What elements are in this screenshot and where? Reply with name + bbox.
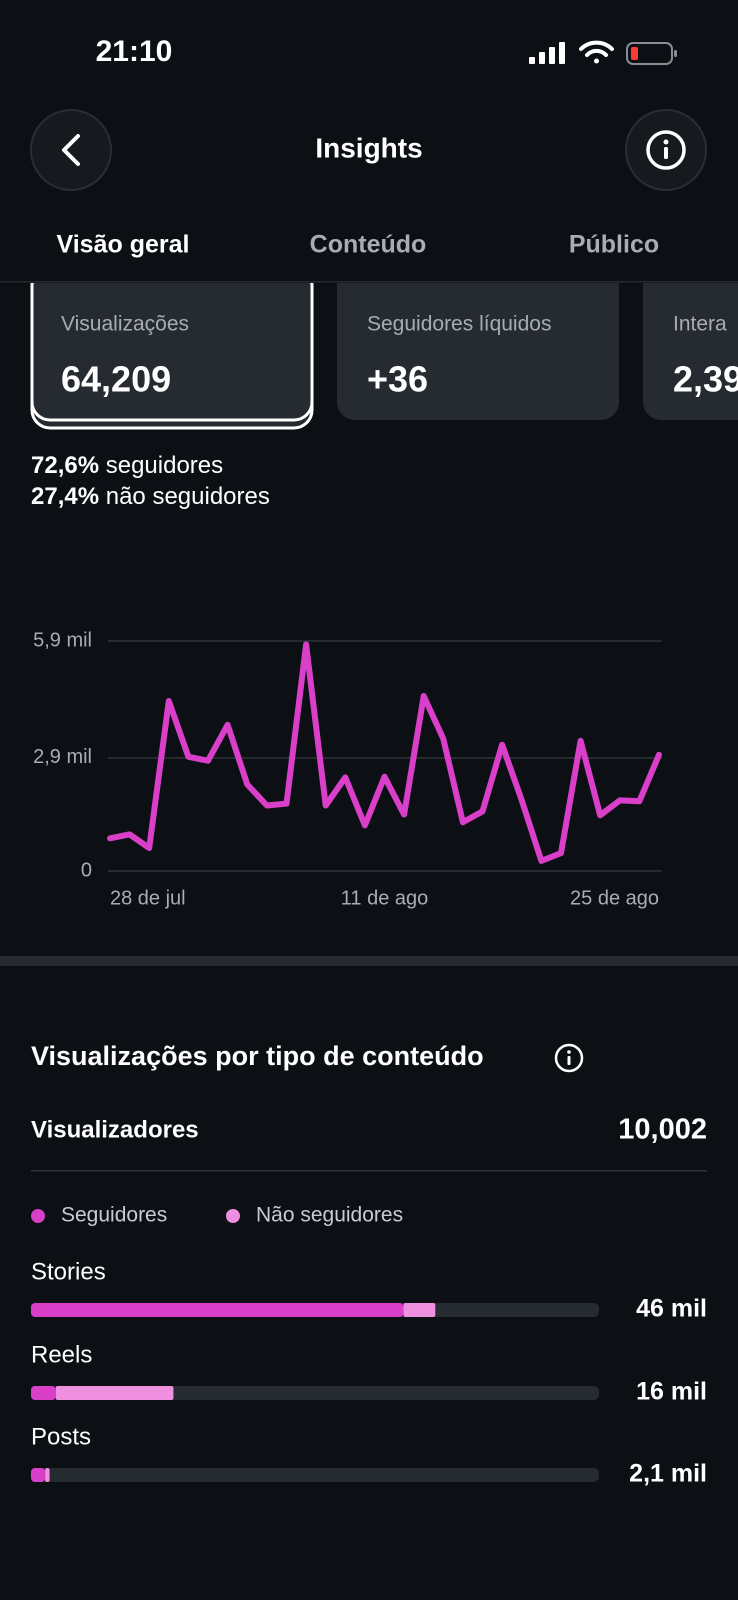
clock: 21:10 <box>96 35 173 68</box>
line-series <box>107 641 662 864</box>
card-label: Intera <box>673 313 727 336</box>
bar-total: 2,1 mil <box>629 1460 707 1488</box>
share-label: seguidores <box>106 452 223 479</box>
info-icon[interactable] <box>554 1043 584 1073</box>
tab-divider <box>0 281 738 283</box>
x-tick-label: 28 de jul <box>110 887 186 909</box>
share-label: não seguidores <box>106 483 270 510</box>
signal-icon <box>529 42 565 64</box>
bar-total: 46 mil <box>636 1295 707 1323</box>
audience-line: 72,6% seguidores <box>31 452 223 479</box>
metric-card[interactable]: Seguidores líquidos +36 <box>337 268 619 420</box>
battery-icon <box>626 42 677 65</box>
bar-segment <box>55 1386 174 1400</box>
share: 72,6% <box>31 452 99 479</box>
y-tick-label: 2,9 mil <box>33 746 92 768</box>
bar-category: Stories <box>31 1258 106 1285</box>
legend-label: Seguidores <box>61 1204 167 1227</box>
tab[interactable]: Conteúdo <box>310 231 427 259</box>
bar-category: Reels <box>31 1341 92 1368</box>
tab[interactable]: Visão geral <box>57 231 190 259</box>
x-tick-label: 11 de ago <box>341 887 429 909</box>
bar-segment <box>403 1303 436 1317</box>
card-value: 64,209 <box>61 359 171 400</box>
card-value: +36 <box>367 359 428 400</box>
bar-segment <box>31 1303 404 1317</box>
bar-chart: Seguidores Não seguidores Stories 46 mil Ree… <box>31 1204 707 1488</box>
legend-label: Não seguidores <box>256 1204 403 1227</box>
legend-dot <box>226 1209 240 1223</box>
x-tick-label: 25 de ago <box>570 887 659 909</box>
viewers-label: Visualizadores <box>31 1116 199 1143</box>
audience-line: 27,4% não seguidores <box>31 483 270 510</box>
back-button[interactable] <box>30 109 112 191</box>
page-title: Insights <box>315 132 422 163</box>
metric-card[interactable]: Intera 2,39 <box>643 268 738 420</box>
card-label: Visualizações <box>61 313 189 336</box>
bar-total: 16 mil <box>636 1378 707 1406</box>
share: 27,4% <box>31 483 99 510</box>
bar-segment <box>31 1468 46 1482</box>
card-label: Seguidores líquidos <box>367 313 551 336</box>
legend-dot <box>31 1209 45 1223</box>
bar-track <box>31 1468 599 1482</box>
y-tick-label: 0 <box>81 859 92 881</box>
bar-segment <box>45 1468 50 1482</box>
viewers-value: 10,002 <box>618 1114 707 1146</box>
section-divider <box>0 956 738 966</box>
section-title: Visualizações por tipo de conteúdo <box>31 1041 484 1071</box>
line-chart: 0 2,9 mil 5,9 mil 28 de jul 11 de ago 25 de a… <box>33 629 662 909</box>
metric-card[interactable]: Visualizações 64,209 <box>30 268 314 430</box>
divider <box>31 1170 707 1172</box>
metric-cards: Visualizações 64,209 Seguidores líquidos… <box>30 268 738 430</box>
wifi-icon <box>579 40 614 64</box>
info-button[interactable] <box>625 109 707 191</box>
y-tick-label: 5,9 mil <box>33 629 92 651</box>
tab[interactable]: Público <box>569 231 659 259</box>
bar-segment <box>31 1386 56 1400</box>
bar-category: Posts <box>31 1423 91 1450</box>
card-value: 2,39 <box>673 359 738 400</box>
